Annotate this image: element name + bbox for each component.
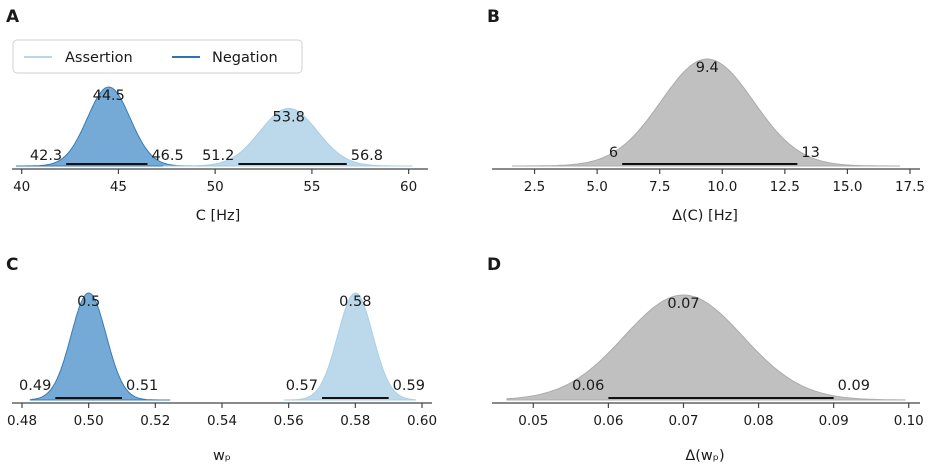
panel-d-mean-label-0: 0.07 — [667, 296, 699, 312]
panel-c-hdi-high-label-0: 0.51 — [126, 378, 158, 394]
panel-c-hdi-high-label-1: 0.59 — [393, 378, 425, 394]
panel-a-hdi-low-label-1: 51.2 — [202, 148, 234, 164]
panel-b-tick-label-2: 7.5 — [649, 179, 670, 195]
panel-a-tick-label-0: 40 — [13, 179, 30, 195]
panel-a-tick-label-2: 50 — [207, 179, 224, 195]
panel-a-plot: 44.5 42.3 46.5 53.8 51.2 56.8 40 45 50 55 60 — [12, 86, 428, 195]
panel-b-tick-label-5: 15.0 — [832, 179, 862, 195]
panel-c-tick-label-3: 0.54 — [207, 413, 237, 429]
panel-a-hdi-high-label-0: 46.5 — [151, 148, 183, 164]
panel-d-tick-label-0: 0.05 — [518, 413, 548, 429]
panel-d: D 0.07 0.06 0.09 0.05 0.06 0.07 0.08 0.09 0.10 Δ… — [487, 255, 924, 464]
panel-b-tick-label-6: 17.5 — [895, 179, 925, 195]
panel-c-density-1 — [283, 292, 416, 401]
panel-a-mean-label-0: 44.5 — [93, 88, 125, 104]
panel-d-tick-label-3: 0.08 — [744, 413, 774, 429]
panel-a-density-1 — [162, 107, 413, 167]
panel-b-plot: 9.4 6 13 2.5 5.0 7.5 10.0 12.5 15.0 17.5 — [492, 58, 925, 195]
panel-d-tick-label-1: 0.06 — [593, 413, 623, 429]
panel-b-hdi-high-label-0: 13 — [801, 145, 819, 161]
panel-b-letter: B — [487, 7, 500, 27]
panel-b-tick-label-0: 2.5 — [524, 179, 545, 195]
panel-b-tick-label-4: 12.5 — [770, 179, 800, 195]
legend-assertion-label: Assertion — [65, 50, 133, 66]
panel-c-mean-label-1: 0.58 — [339, 294, 371, 310]
panel-c-hdi-low-label-0: 0.49 — [19, 378, 51, 394]
panel-b-mean-label-0: 9.4 — [696, 60, 719, 76]
panel-c-density-0 — [29, 292, 171, 401]
legend: Assertion Negation — [12, 39, 303, 74]
panel-a-tick-label-4: 60 — [400, 179, 417, 195]
panel-d-density-0 — [506, 294, 906, 401]
panel-b-xlabel: Δ(C) [Hz] — [672, 208, 738, 224]
panel-d-hdi-low-label-0: 0.06 — [572, 378, 604, 394]
panel-b-tick-label-1: 5.0 — [586, 179, 607, 195]
panel-c-tick-label-2: 0.52 — [140, 413, 170, 429]
panel-d-tick-label-5: 0.10 — [894, 413, 924, 429]
panel-b: B 9.4 6 13 2.5 5.0 7.5 10.0 12.5 15.0 17.5 Δ(C) [… — [487, 7, 925, 224]
panel-d-plot: 0.07 0.06 0.09 0.05 0.06 0.07 0.08 0.09 0.10 — [492, 294, 924, 429]
panel-c-plot: 0.5 0.49 0.51 0.58 0.57 0.59 0.48 0.50 0.52 0.54 0… — [7, 292, 437, 429]
panel-d-xlabel: Δ(wₚ) — [685, 448, 724, 464]
panel-a-hdi-low-label-0: 42.3 — [30, 148, 62, 164]
panel-a: A 44.5 42.3 46.5 53.8 51.2 56.8 40 45 50 55 60 C [… — [6, 7, 428, 224]
panel-c-letter: C — [6, 255, 18, 275]
legend-frame — [12, 39, 303, 74]
panel-d-letter: D — [487, 255, 501, 275]
panel-d-hdi-high-label-0: 0.09 — [838, 378, 870, 394]
panel-a-hdi-high-label-1: 56.8 — [351, 148, 383, 164]
legend-negation-label: Negation — [212, 50, 278, 66]
panel-b-hdi-low-label-0: 6 — [609, 145, 618, 161]
panel-c-hdi-low-label-1: 0.57 — [286, 378, 318, 394]
panel-c-mean-label-0: 0.5 — [77, 294, 100, 310]
panel-c: C 0.50.49 0.510.580.57 0.590.48 0.50 0.52 0.5… — [6, 255, 437, 464]
panel-b-tick-label-3: 10.0 — [707, 179, 737, 195]
panel-a-xlabel: C [Hz] — [196, 208, 241, 224]
panel-a-tick-label-1: 45 — [110, 179, 127, 195]
panel-c-tick-label-6: 0.60 — [407, 413, 437, 429]
panel-c-tick-label-5: 0.58 — [340, 413, 370, 429]
panel-d-tick-label-4: 0.09 — [819, 413, 849, 429]
panel-c-tick-label-1: 0.50 — [74, 413, 104, 429]
panel-a-tick-label-3: 55 — [303, 179, 320, 195]
panel-d-tick-label-2: 0.07 — [668, 413, 698, 429]
panel-a-mean-label-1: 53.8 — [273, 109, 305, 125]
panel-b-density-0 — [512, 58, 900, 167]
panel-c-xlabel: wₚ — [213, 448, 231, 464]
panel-c-tick-label-4: 0.56 — [274, 413, 304, 429]
panel-a-letter: A — [6, 7, 20, 27]
panel-c-tick-label-0: 0.48 — [7, 413, 37, 429]
